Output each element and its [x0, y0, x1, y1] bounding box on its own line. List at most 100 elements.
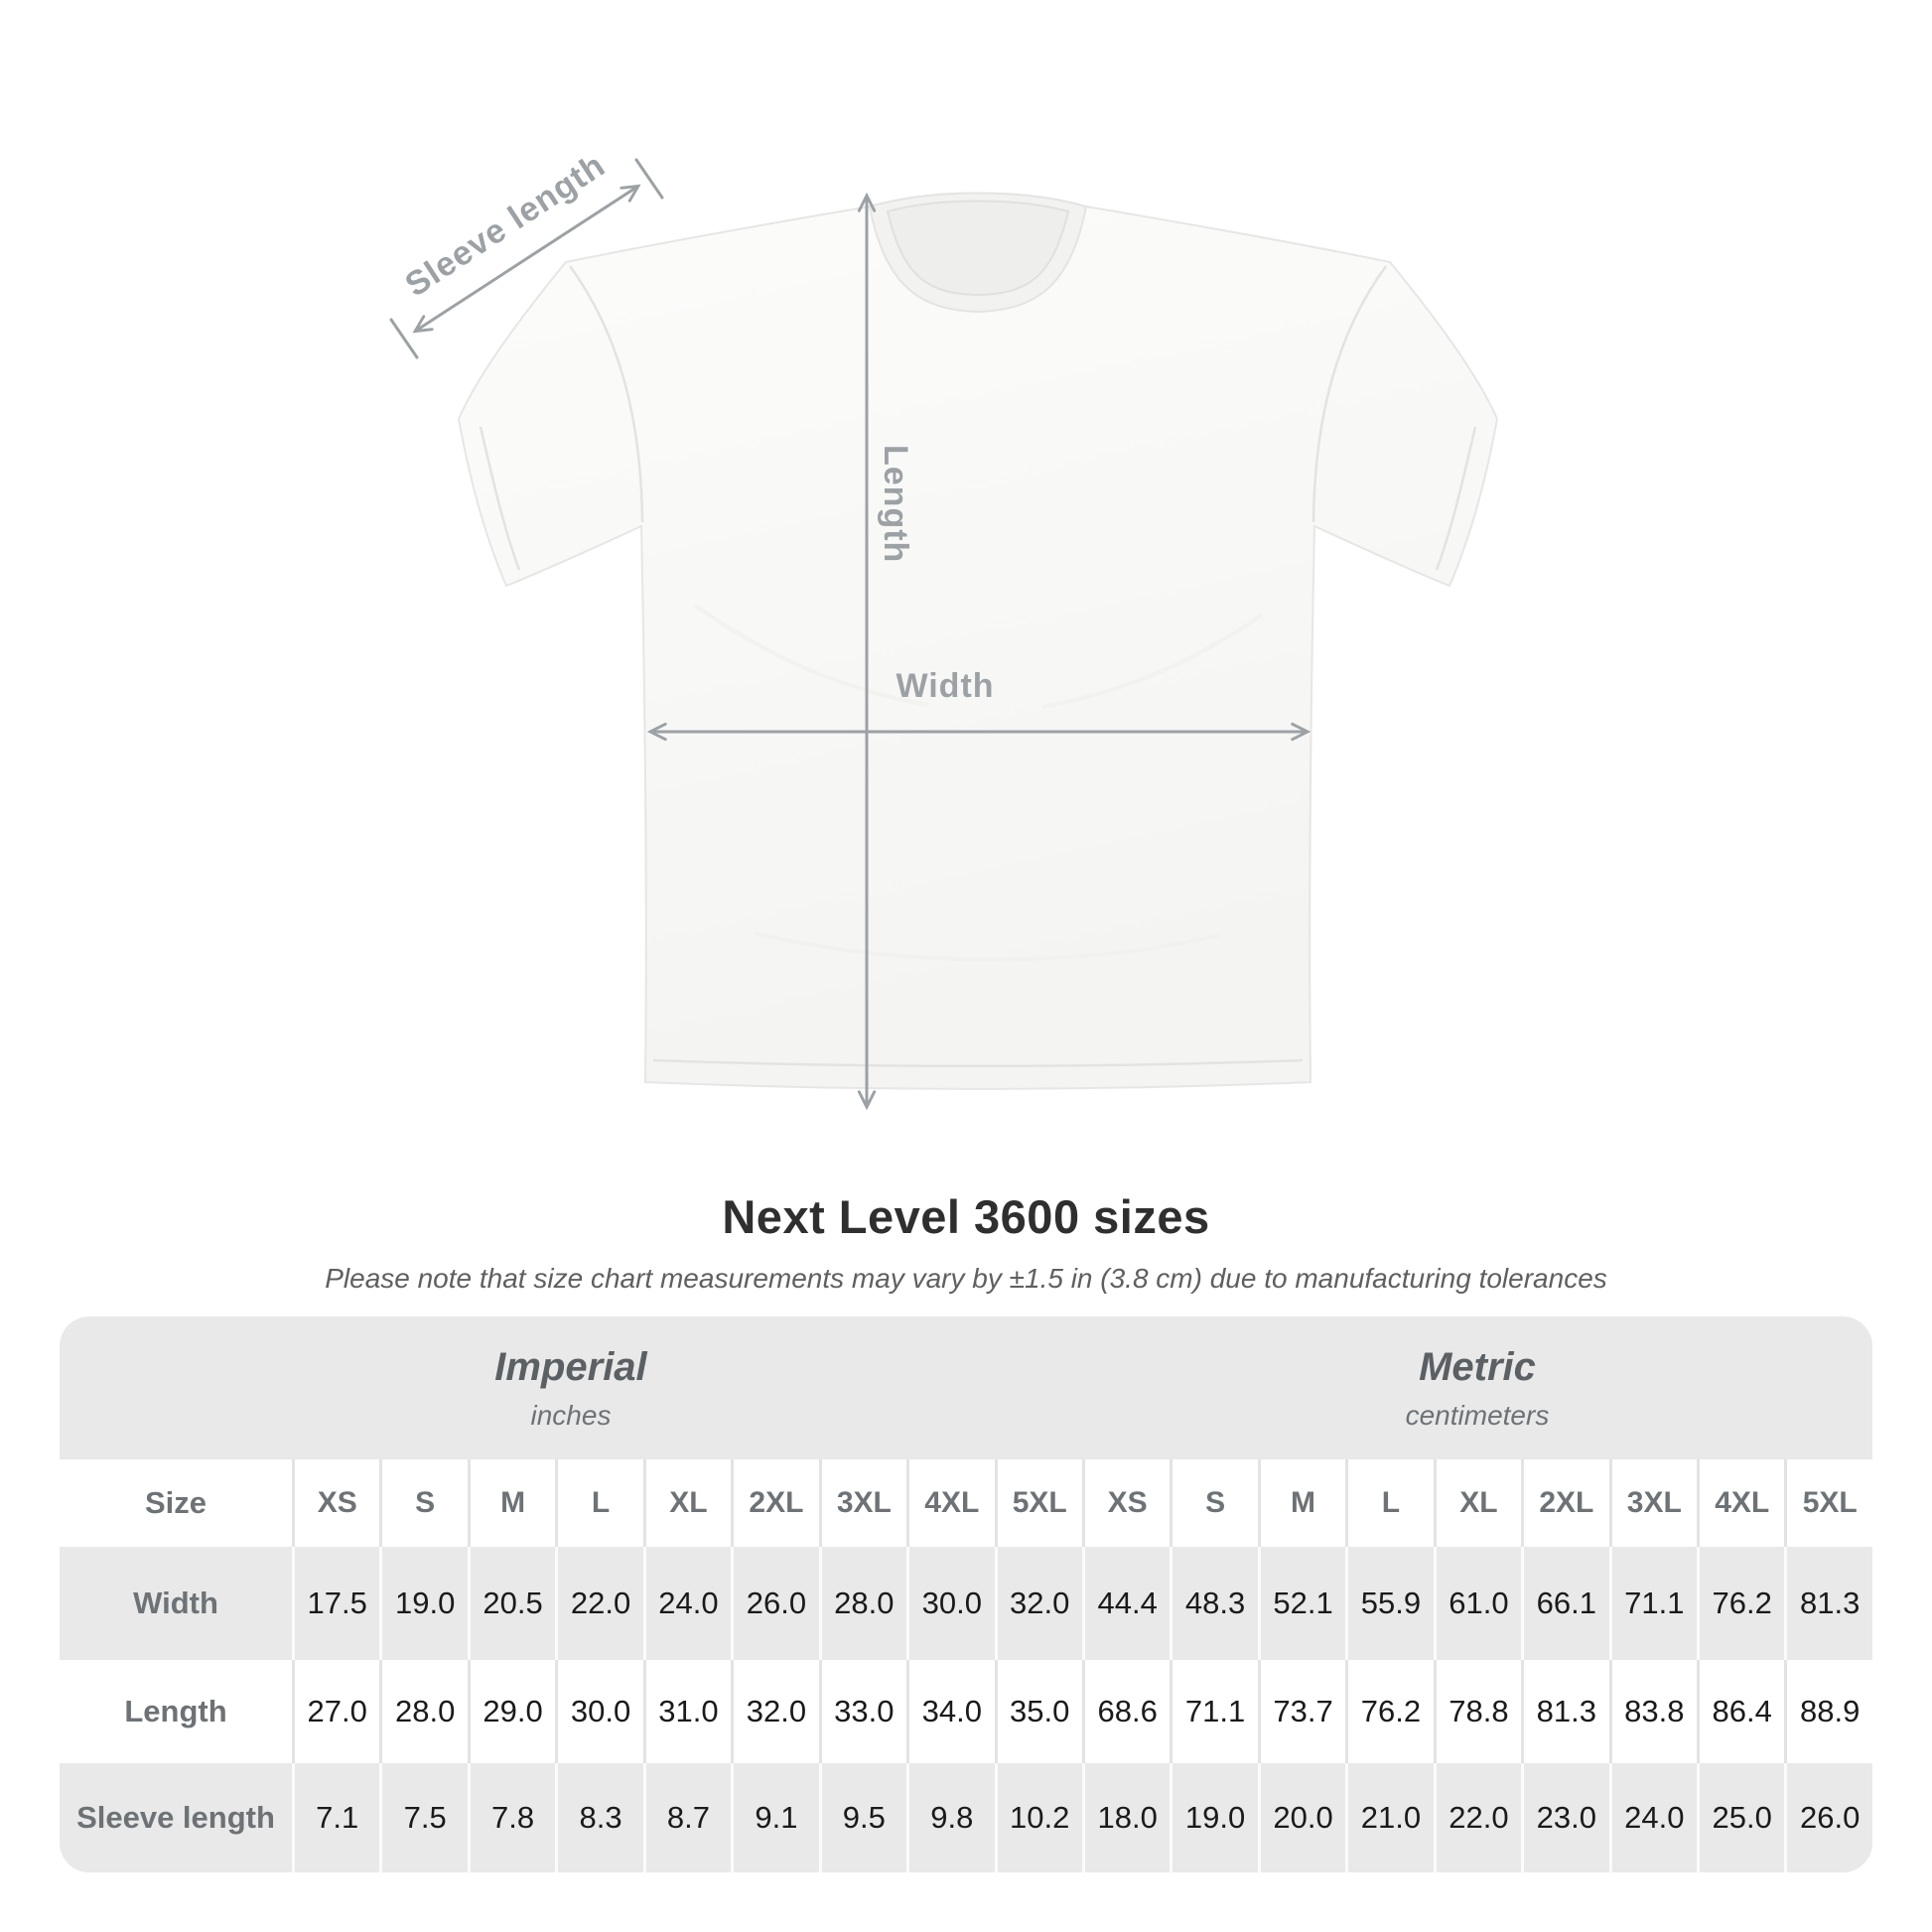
- value-cell: 32.0: [731, 1660, 818, 1763]
- length-label: Length: [877, 445, 914, 563]
- measurement-row: Length 27.0 28.0 29.0 30.0 31.0 32.0 33.0 34.0 35…: [60, 1660, 1872, 1763]
- value-cell: 26.0: [731, 1547, 818, 1660]
- metric-unit: centimeters: [1405, 1399, 1550, 1431]
- value-cell: 31.0: [642, 1660, 731, 1763]
- size-column-header: 5XL: [994, 1459, 1082, 1547]
- unit-header-imperial: Imperial inches: [60, 1316, 1082, 1459]
- size-column-header: 3XL: [1608, 1459, 1697, 1547]
- width-label: Width: [896, 667, 994, 705]
- value-cell: 44.4: [1081, 1547, 1170, 1660]
- size-column-header: M: [1257, 1459, 1345, 1547]
- value-cell: 24.0: [642, 1547, 731, 1660]
- sleeve-arrow-end-tick: [634, 158, 664, 200]
- value-cell: 26.0: [1784, 1763, 1872, 1872]
- value-cell: 76.2: [1345, 1660, 1433, 1763]
- value-cell: 68.6: [1081, 1660, 1170, 1763]
- value-cell: 7.5: [379, 1763, 467, 1872]
- value-cell: 28.0: [379, 1660, 467, 1763]
- unit-header-row: Imperial inches Metric centimeters: [60, 1316, 1872, 1459]
- value-cell: 18.0: [1081, 1763, 1170, 1872]
- imperial-unit: inches: [530, 1399, 612, 1431]
- value-cell: 21.0: [1345, 1763, 1433, 1872]
- size-column-header: 2XL: [1521, 1459, 1608, 1547]
- value-cell: 9.8: [906, 1763, 994, 1872]
- value-cell: 7.1: [292, 1763, 379, 1872]
- value-cell: 78.8: [1433, 1660, 1521, 1763]
- value-cell: 81.3: [1784, 1547, 1872, 1660]
- value-cell: 22.0: [555, 1547, 642, 1660]
- value-cell: 25.0: [1697, 1763, 1784, 1872]
- value-cell: 66.1: [1521, 1547, 1608, 1660]
- size-column-header: XL: [642, 1459, 731, 1547]
- size-column-header: 5XL: [1784, 1459, 1872, 1547]
- value-cell: 48.3: [1170, 1547, 1257, 1660]
- value-cell: 88.9: [1784, 1660, 1872, 1763]
- value-cell: 22.0: [1433, 1763, 1521, 1872]
- unit-header-metric: Metric centimeters: [1082, 1316, 1872, 1459]
- value-cell: 17.5: [292, 1547, 379, 1660]
- value-cell: 9.1: [731, 1763, 818, 1872]
- size-column-header: S: [1170, 1459, 1257, 1547]
- value-cell: 55.9: [1345, 1547, 1433, 1660]
- size-column-header: XS: [1081, 1459, 1170, 1547]
- collar-opening: [886, 200, 1070, 297]
- size-header-row: Size XS S M L XL 2XL 3XL 4XL 5XL XS S M L XL 2XL 3XL 4XL…: [60, 1459, 1872, 1547]
- size-column-header: 2XL: [731, 1459, 818, 1547]
- sleeve-arrow-start-tick: [389, 318, 419, 359]
- value-cell: 86.4: [1697, 1660, 1784, 1763]
- page-subtitle: Please note that size chart measurements…: [325, 1263, 1607, 1294]
- size-column-header: M: [467, 1459, 555, 1547]
- size-chart-table-container: Imperial inches Metric centimeters Size …: [60, 1316, 1872, 1872]
- value-cell: 10.2: [994, 1763, 1082, 1872]
- value-cell: 83.8: [1608, 1660, 1697, 1763]
- size-column-header: 4XL: [1697, 1459, 1784, 1547]
- value-cell: 30.0: [555, 1660, 642, 1763]
- imperial-title: Imperial: [494, 1344, 647, 1389]
- row-label: Width: [133, 1586, 218, 1620]
- size-column-header: XL: [1433, 1459, 1521, 1547]
- value-cell: 52.1: [1257, 1547, 1345, 1660]
- value-cell: 19.0: [1170, 1763, 1257, 1872]
- size-column-header: XS: [292, 1459, 379, 1547]
- value-cell: 19.0: [379, 1547, 467, 1660]
- value-cell: 29.0: [467, 1660, 555, 1763]
- value-cell: 34.0: [906, 1660, 994, 1763]
- size-column-header: 3XL: [818, 1459, 906, 1547]
- size-column-header: L: [1345, 1459, 1433, 1547]
- value-cell: 33.0: [818, 1660, 906, 1763]
- value-cell: 28.0: [818, 1547, 906, 1660]
- measurement-row: Sleeve length 7.1 7.5 7.8 8.3 8.7 9.1 9.5 9.8 10.…: [60, 1763, 1872, 1872]
- size-chart-table: Imperial inches Metric centimeters Size …: [60, 1316, 1872, 1872]
- value-cell: 9.5: [818, 1763, 906, 1872]
- page-title: Next Level 3600 sizes: [722, 1190, 1210, 1243]
- metric-title: Metric: [1419, 1344, 1536, 1389]
- value-cell: 24.0: [1608, 1763, 1697, 1872]
- value-cell: 7.8: [467, 1763, 555, 1872]
- value-cell: 32.0: [994, 1547, 1082, 1660]
- value-cell: 27.0: [292, 1660, 379, 1763]
- size-column-header: S: [379, 1459, 467, 1547]
- row-label: Sleeve length: [76, 1800, 275, 1835]
- size-column-header: L: [555, 1459, 642, 1547]
- value-cell: 73.7: [1257, 1660, 1345, 1763]
- value-cell: 76.2: [1697, 1547, 1784, 1660]
- row-label: Length: [124, 1694, 227, 1728]
- value-cell: 81.3: [1521, 1660, 1608, 1763]
- value-cell: 20.5: [467, 1547, 555, 1660]
- value-cell: 30.0: [906, 1547, 994, 1660]
- value-cell: 8.3: [555, 1763, 642, 1872]
- value-cell: 20.0: [1257, 1763, 1345, 1872]
- value-cell: 71.1: [1608, 1547, 1697, 1660]
- size-header-label: Size: [144, 1485, 207, 1520]
- size-column-header: 4XL: [906, 1459, 994, 1547]
- measurement-row: Width 17.5 19.0 20.5 22.0 24.0 26.0 28.0 30.0 32.…: [60, 1547, 1872, 1660]
- value-cell: 8.7: [642, 1763, 731, 1872]
- value-cell: 71.1: [1170, 1660, 1257, 1763]
- sleeve-length-arrow: [412, 184, 641, 334]
- value-cell: 35.0: [994, 1660, 1082, 1763]
- tshirt-graphic: [457, 192, 1499, 1090]
- value-cell: 61.0: [1433, 1547, 1521, 1660]
- value-cell: 23.0: [1521, 1763, 1608, 1872]
